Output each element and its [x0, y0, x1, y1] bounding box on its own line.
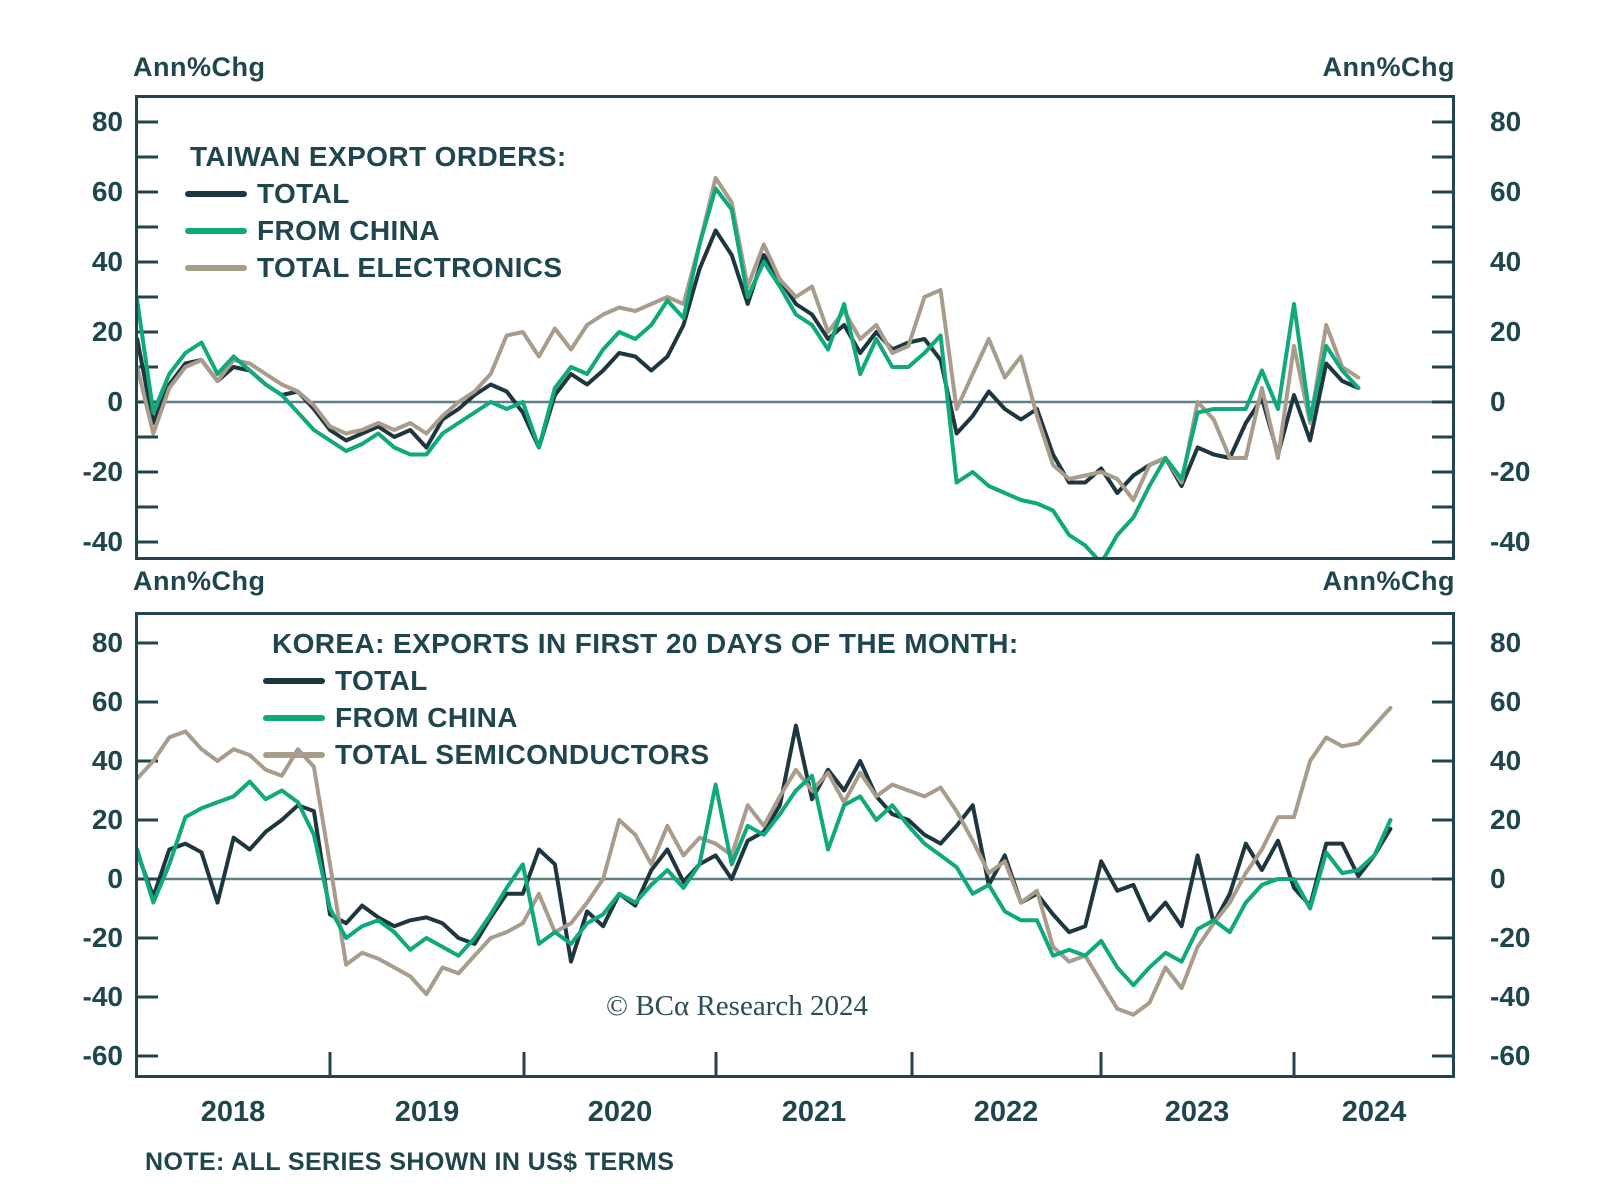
y-tick-label-left: -20 — [82, 456, 123, 487]
total-electronics-line-swatch — [185, 264, 247, 271]
y-tick-label-right: -20 — [1490, 922, 1531, 953]
legend-item-from-china: FROM CHINA — [263, 699, 1019, 736]
year-label: 2020 — [587, 1096, 653, 1128]
y-tick-label-left: 40 — [91, 246, 123, 277]
total-line-swatch — [185, 190, 247, 197]
year-label: 2019 — [394, 1096, 460, 1128]
legend-item-total: TOTAL — [185, 175, 567, 212]
y-tick-label-right: -20 — [1490, 456, 1531, 487]
legend-item-total: TOTAL — [263, 662, 1019, 699]
year-label: 2022 — [973, 1096, 1039, 1128]
year-label: 2021 — [781, 1096, 847, 1128]
y-tick-label-left: 60 — [91, 176, 123, 207]
y-tick-label-left: -60 — [82, 1040, 123, 1071]
year-label: 2023 — [1164, 1096, 1230, 1128]
y-tick-label-left: 80 — [91, 106, 123, 137]
taiwan-export-orders-plot — [135, 95, 1455, 560]
y-tick-label-left: 0 — [107, 863, 123, 894]
y-tick-label-left: 20 — [91, 804, 123, 835]
top-left-axis-unit-label: Ann%Chg — [133, 52, 266, 82]
y-tick-label-right: 80 — [1490, 106, 1522, 137]
year-label: 2024 — [1341, 1096, 1407, 1128]
y-tick-label-left: 60 — [91, 686, 123, 717]
year-label: 2018 — [200, 1096, 266, 1128]
total-line-swatch — [263, 677, 325, 684]
y-tick-label-left: 40 — [91, 745, 123, 776]
y-tick-label-right: 40 — [1490, 745, 1522, 776]
y-tick-label-right: 40 — [1490, 246, 1522, 277]
bottom-left-axis-unit-label: Ann%Chg — [133, 566, 266, 596]
total-semiconductors-line-swatch — [263, 751, 325, 758]
top-right-axis-unit-label: Ann%Chg — [1322, 52, 1455, 82]
legend-item-from-china: FROM CHINA — [185, 212, 567, 249]
footnote: NOTE: ALL SERIES SHOWN IN US$ TERMS — [145, 1148, 675, 1176]
y-tick-label-right: -60 — [1490, 1040, 1531, 1071]
y-tick-label-right: 20 — [1490, 316, 1522, 347]
taiwan-legend: TAIWAN EXPORT ORDERS: TOTAL FROM CHINA T… — [185, 138, 567, 286]
bca-research-watermark: © BCα Research 2024 — [606, 990, 868, 1022]
y-tick-label-right: 20 — [1490, 804, 1522, 835]
y-tick-label-left: 20 — [91, 316, 123, 347]
korea-legend: KOREA: EXPORTS IN FIRST 20 DAYS OF THE M… — [263, 625, 1019, 773]
y-tick-label-right: -40 — [1490, 526, 1531, 557]
from-china-line-swatch — [263, 714, 325, 721]
y-tick-label-left: 0 — [107, 386, 123, 417]
y-tick-label-right: -40 — [1490, 981, 1531, 1012]
y-tick-label-right: 80 — [1490, 627, 1522, 658]
y-tick-label-left: -40 — [82, 526, 123, 557]
legend-item-total-semiconductors: TOTAL SEMICONDUCTORS — [263, 736, 1019, 773]
y-tick-label-left: 80 — [91, 627, 123, 658]
korea-legend-title: KOREA: EXPORTS IN FIRST 20 DAYS OF THE M… — [272, 628, 1019, 659]
y-tick-label-right: 0 — [1490, 863, 1506, 894]
y-tick-label-left: -20 — [82, 922, 123, 953]
bottom-right-axis-unit-label: Ann%Chg — [1322, 566, 1455, 596]
korea-exports-plot — [135, 612, 1455, 1078]
y-tick-label-right: 60 — [1490, 686, 1522, 717]
y-tick-label-left: -40 — [82, 981, 123, 1012]
y-tick-label-right: 60 — [1490, 176, 1522, 207]
from-china-line-swatch — [185, 227, 247, 234]
taiwan-legend-title: TAIWAN EXPORT ORDERS: — [190, 141, 567, 172]
y-tick-label-right: 0 — [1490, 386, 1506, 417]
legend-item-total-electronics: TOTAL ELECTRONICS — [185, 249, 567, 286]
